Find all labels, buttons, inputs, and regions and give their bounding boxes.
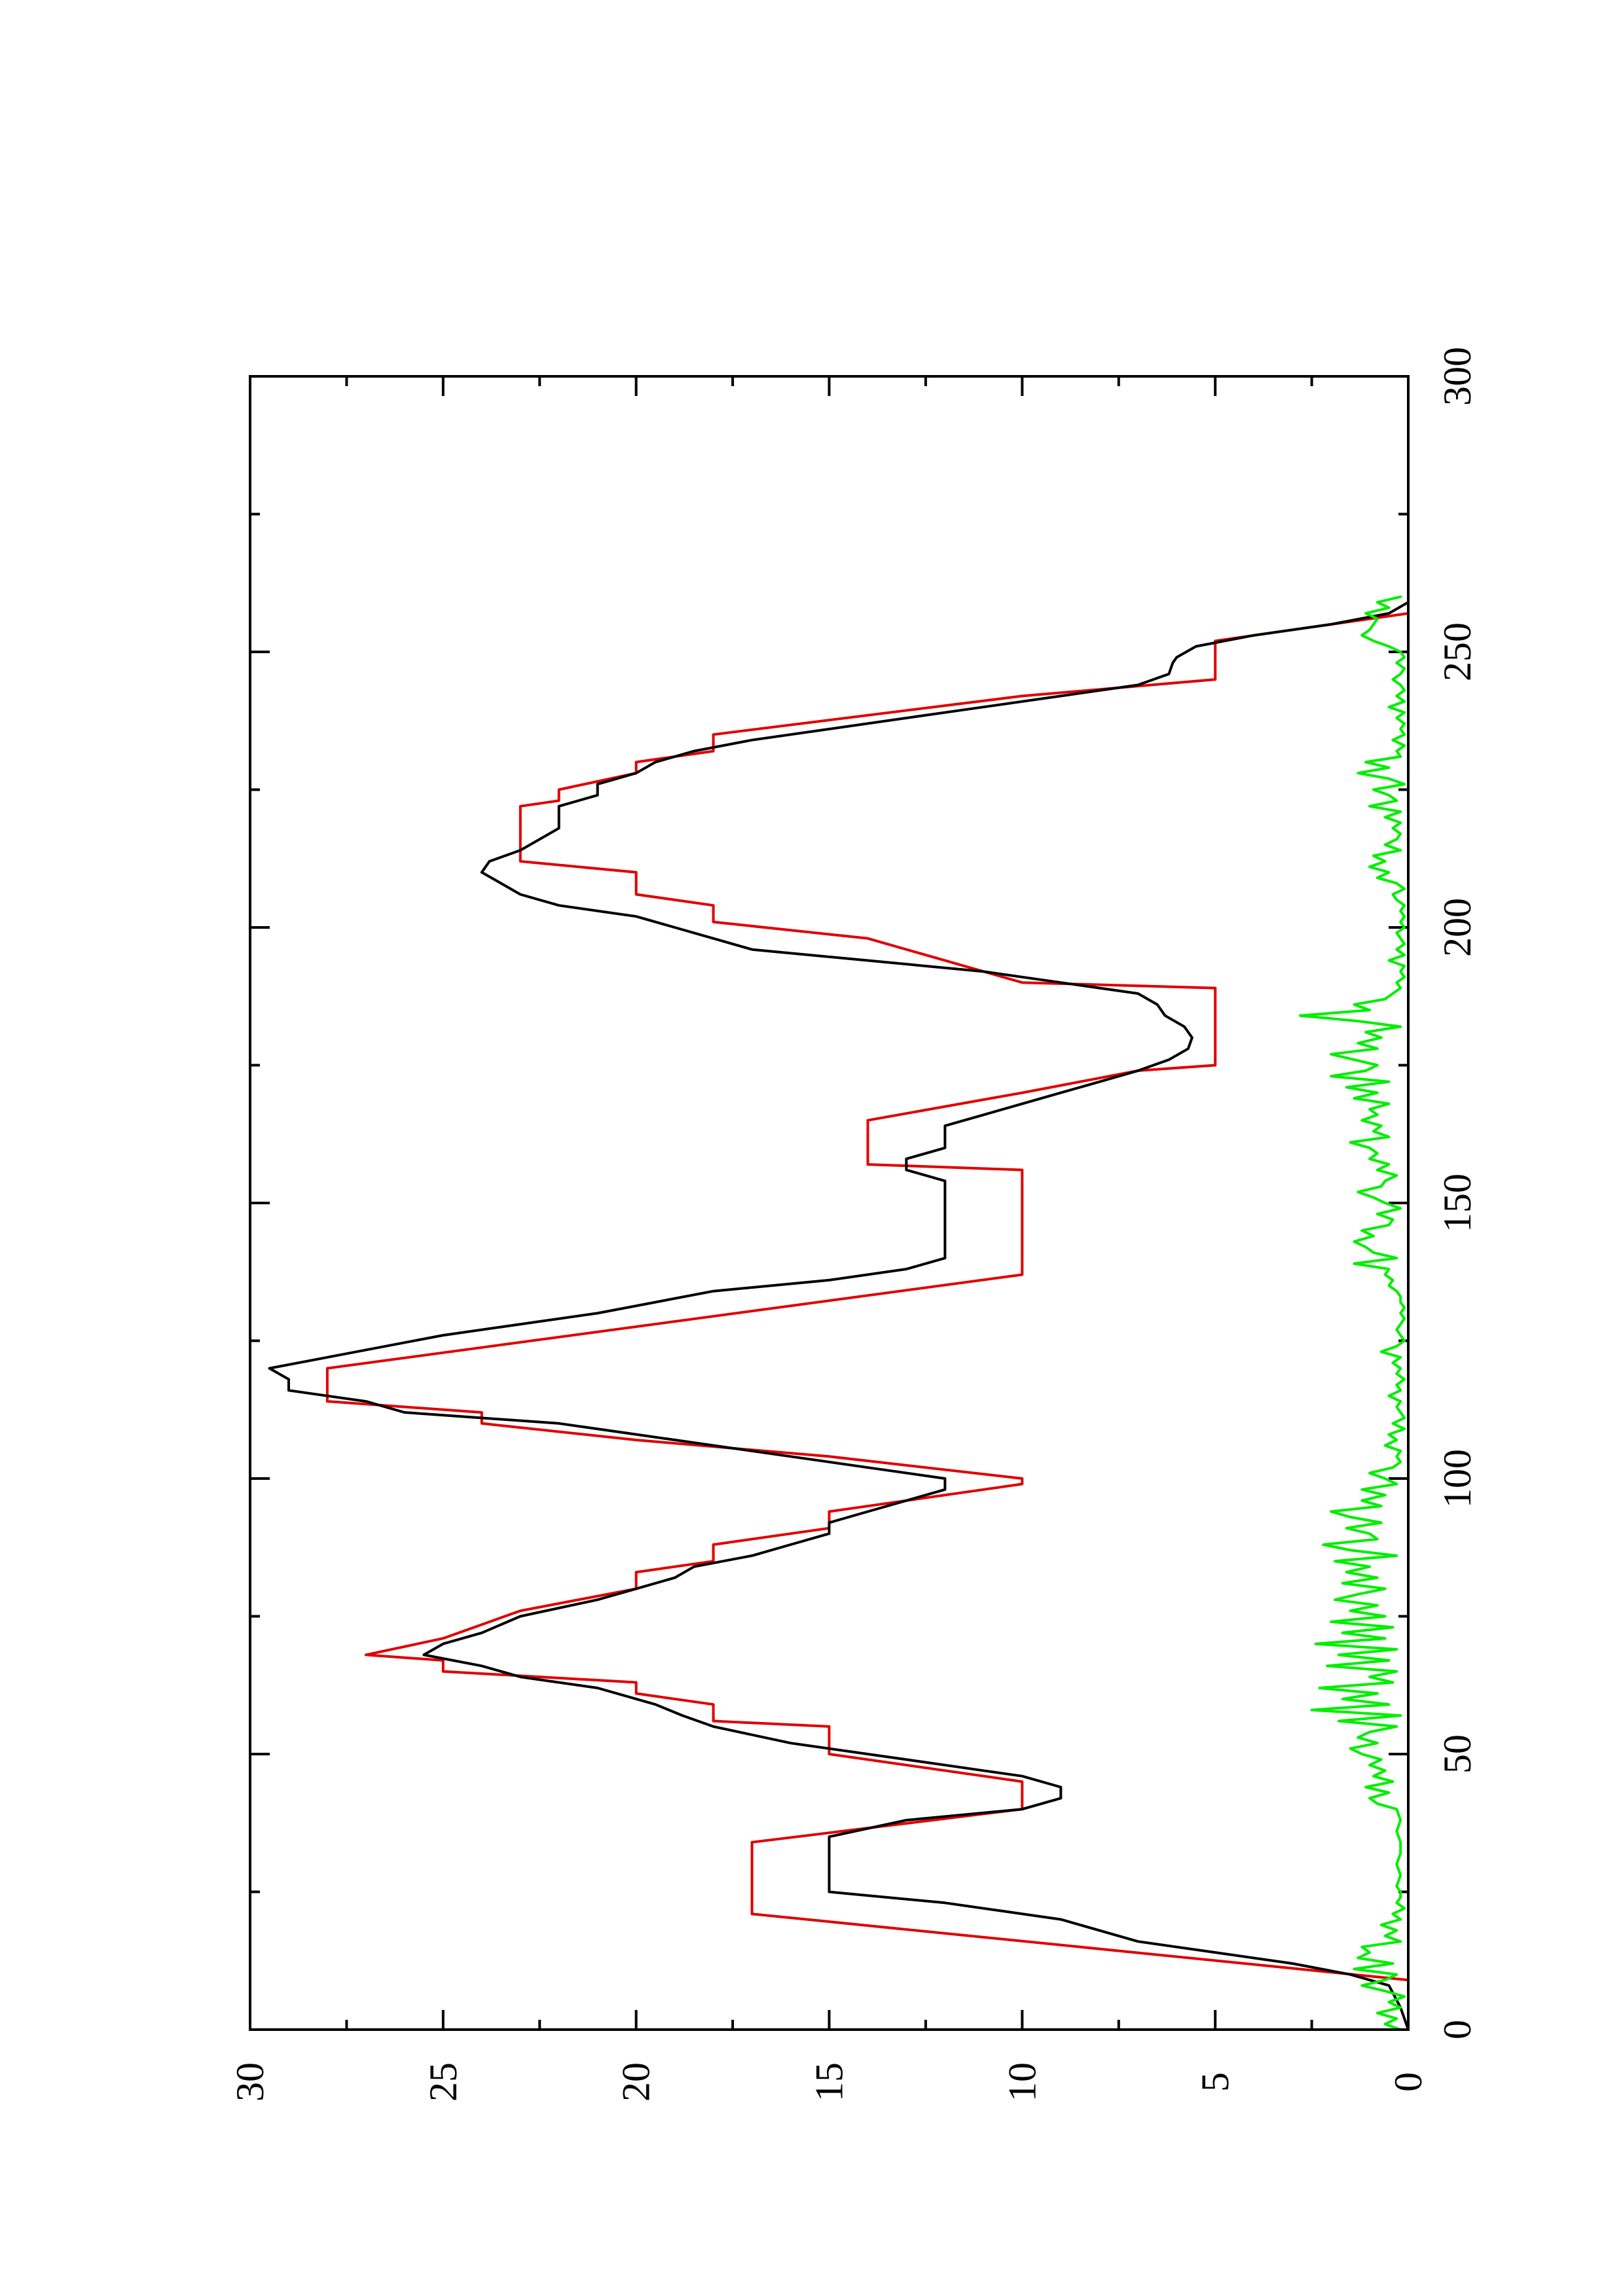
y-tick-label: 30 [228,2062,272,2102]
x-tick-label: 100 [1436,1449,1479,1508]
y-tick-label: 0 [1387,2072,1430,2092]
y-tick-label: 5 [1194,2072,1237,2092]
x-tick-label: 250 [1436,622,1479,681]
x-tick-label: 150 [1436,1174,1479,1232]
series-red-line [325,595,1410,2031]
x-tick-label: 50 [1436,1734,1479,1774]
axes-group: 0 50 100 150 200 250 300 0 5 10 15 20 25 30 [228,347,1479,2102]
y-tick-label: 10 [1000,2062,1044,2102]
x-tick-label: 0 [1436,2020,1479,2039]
series-black-line [268,601,1410,2031]
x-tick-label: 200 [1436,898,1479,957]
plot-frame [249,375,1410,2031]
series-green-line [1298,595,1406,2031]
series-group [268,595,1410,2031]
y-tick-label: 15 [808,2062,851,2102]
y-tick-label: 20 [615,2062,658,2102]
x-tick-label: 300 [1436,347,1479,406]
y-tick-label: 25 [422,2062,465,2102]
